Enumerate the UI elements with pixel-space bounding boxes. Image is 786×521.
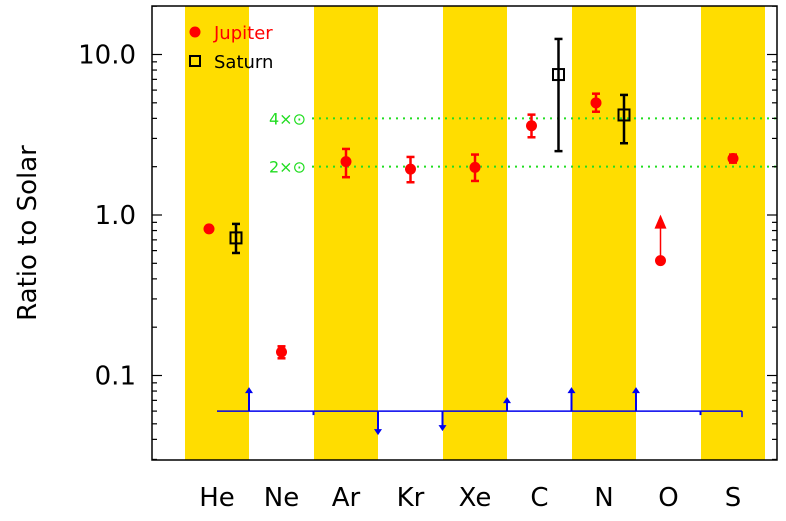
- jupiter-point-kr: [405, 163, 416, 175]
- x-tick-label-kr: Kr: [397, 483, 425, 513]
- jupiter-point-o: [655, 255, 666, 267]
- saturn-point-he: [229, 231, 243, 245]
- trend-arrow-head-kr: [438, 425, 447, 432]
- trend-arrow-head-xe: [503, 397, 511, 404]
- x-tick-label-o: O: [658, 483, 678, 513]
- jupiter-point-s: [727, 152, 739, 164]
- jupiter-point-ar: [340, 156, 352, 168]
- x-tick-label-n: N: [594, 483, 613, 513]
- highlight-band-xe: [443, 6, 507, 460]
- x-tick-label-c: C: [530, 483, 548, 513]
- reference-line-label: 2×⊙: [269, 158, 306, 177]
- jupiter-point-he: [203, 223, 215, 235]
- trend-arrow-head-n: [632, 387, 640, 394]
- plot-frame: [151, 5, 778, 461]
- highlight-band-n: [572, 6, 636, 460]
- jupiter-point-ne: [276, 346, 287, 358]
- legend-saturn-label: Saturn: [214, 52, 273, 73]
- trend-arrow-head-he: [245, 387, 253, 394]
- y-tick-label: 0.1: [95, 362, 136, 392]
- y-axis-label: Ratio to Solar: [13, 145, 43, 321]
- highlight-band-s: [701, 6, 765, 460]
- x-tick-label-s: S: [725, 483, 742, 513]
- jupiter-point-c: [526, 120, 537, 132]
- legend-saturn-marker: [189, 55, 201, 67]
- x-tick-label-ne: Ne: [264, 483, 299, 513]
- highlight-band-ar: [314, 6, 378, 460]
- saturn-point-n: [617, 108, 631, 122]
- trend-arrow-head-c: [567, 387, 576, 394]
- y-tick-label: 1.0: [95, 201, 136, 231]
- legend-jupiter-marker: [189, 26, 201, 38]
- jupiter-point-xe: [469, 161, 481, 173]
- trend-arrow-head-ar: [374, 429, 382, 436]
- limit-arrow-head-o: [654, 214, 667, 229]
- y-tick-label: 10.0: [78, 41, 136, 71]
- reference-line-label: 4×⊙: [269, 109, 306, 128]
- x-tick-label-ar: Ar: [332, 483, 361, 513]
- legend-jupiter-label: Jupiter: [213, 23, 273, 44]
- saturn-point-c: [552, 68, 565, 82]
- jupiter-point-n: [590, 97, 602, 109]
- x-tick-label-he: He: [199, 483, 235, 513]
- x-tick-label-xe: Xe: [459, 483, 492, 513]
